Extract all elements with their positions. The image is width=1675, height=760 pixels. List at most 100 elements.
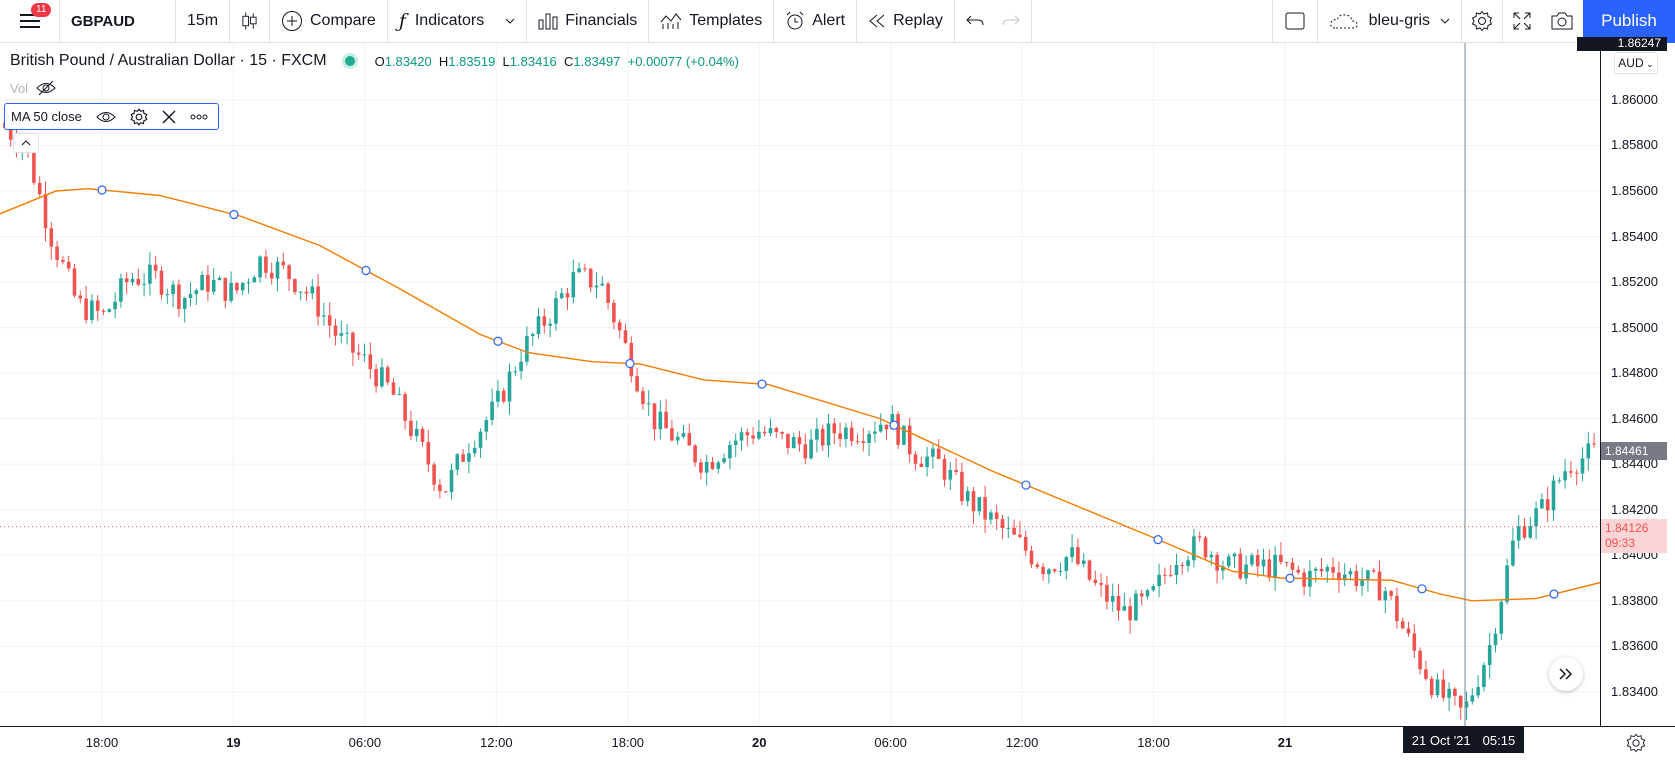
candle-body (142, 283, 146, 285)
candle-body (1551, 480, 1556, 511)
high-value: 1.83519 (448, 53, 496, 69)
eye-off-icon[interactable] (36, 80, 56, 96)
templates-button[interactable]: Templates (649, 0, 775, 43)
time-tick: 06:00 (874, 735, 907, 750)
templates-label: Templates (689, 12, 763, 29)
low-key: L (502, 53, 510, 69)
more-icon[interactable] (190, 114, 208, 120)
price-tick: 1.83600 (1611, 638, 1658, 654)
menu-button[interactable]: 11 (0, 0, 60, 43)
fullscreen-layout-button[interactable] (1271, 0, 1318, 43)
eye-icon[interactable] (96, 110, 116, 124)
ma-handle[interactable] (625, 358, 635, 369)
candle-body (1342, 574, 1347, 581)
crosshair-date: 21 Oct '21 (1411, 732, 1471, 748)
ma-handle[interactable] (1417, 584, 1427, 594)
ma-handle[interactable] (1153, 534, 1163, 545)
financials-button[interactable]: Financials (527, 0, 650, 43)
ma-handle[interactable] (1021, 480, 1031, 490)
interval-label: 15m (186, 12, 219, 29)
time-tick: 18:00 (85, 735, 119, 750)
candle-body (1047, 569, 1051, 575)
chevron-down-icon[interactable] (505, 16, 515, 26)
snapshot-button[interactable] (1541, 0, 1583, 43)
time-axis[interactable]: 18:00 19 06:00 12:00 18:00 20 06:00 12:00 18:00 2… (0, 726, 1675, 760)
candle-body (310, 286, 315, 294)
ma-indicator-legend[interactable]: MA 50 close (4, 103, 219, 130)
scroll-to-realtime-button[interactable] (1549, 657, 1583, 691)
symbol-title[interactable]: British Pound / Australian Dollar · 15 ·… (10, 52, 327, 69)
candle-body (501, 390, 506, 402)
candle-body (583, 268, 587, 270)
gear-icon[interactable] (1626, 733, 1646, 753)
interval-button[interactable]: 15m (176, 0, 230, 43)
candle-body (356, 352, 361, 355)
compare-button[interactable]: Compare (270, 0, 388, 43)
price-axis[interactable]: 1.86247 1.86000 1.85800 1.85600 1.85400 1.85… (1577, 37, 1675, 726)
candle-body (496, 390, 500, 402)
time-tick: 19 (226, 735, 241, 750)
ma-handle[interactable] (229, 209, 239, 220)
undo-icon[interactable] (966, 14, 984, 28)
ma-handle[interactable] (889, 420, 899, 430)
candle-body (426, 442, 431, 465)
candle-body (43, 194, 48, 229)
market-status-dot[interactable] (344, 56, 355, 66)
price-axis-top-partial: 1.86247 (1577, 37, 1667, 51)
plus-circle-icon (282, 11, 302, 31)
ma-handle[interactable] (757, 379, 767, 389)
close-icon[interactable] (162, 110, 176, 124)
indicators-button[interactable]: ƒ Indicators (388, 0, 528, 43)
candle-body (403, 394, 407, 421)
candle-body (1331, 567, 1335, 573)
vol-label: Vol (10, 80, 29, 96)
candle-body (194, 290, 199, 295)
candle-body (565, 293, 570, 298)
redo-icon[interactable] (1002, 14, 1020, 28)
ma-handle[interactable] (1285, 573, 1295, 583)
candle-body (78, 295, 83, 299)
ma-handle[interactable] (361, 265, 371, 276)
gear-icon[interactable] (130, 107, 148, 126)
ma-handle[interactable] (1549, 589, 1559, 599)
fullscreen-button[interactable] (1503, 0, 1541, 43)
candle-body (182, 298, 187, 309)
collapse-legend-button[interactable] (13, 133, 39, 153)
candle-body (90, 300, 94, 321)
ma-handle[interactable] (493, 336, 503, 346)
candle-body (95, 300, 100, 311)
candle-body (449, 469, 454, 493)
candle-body (281, 261, 286, 266)
candle-body (1192, 536, 1196, 561)
price-chart[interactable] (0, 43, 1600, 726)
candle-body (1313, 568, 1318, 571)
candle-body (600, 283, 605, 286)
candle-body (1586, 443, 1591, 459)
candle-body (925, 456, 929, 467)
settings-button[interactable] (1462, 0, 1503, 43)
candle-body (61, 259, 65, 262)
publish-button[interactable]: Publish (1583, 0, 1675, 43)
volume-legend[interactable]: Vol (10, 80, 56, 96)
replay-button[interactable]: Replay (857, 0, 955, 43)
candle-body (751, 435, 755, 439)
currency-selector[interactable]: AUD ⌄ (1614, 52, 1658, 74)
candle-body (733, 440, 738, 445)
candle-body (1464, 701, 1469, 708)
candle-body (1476, 687, 1480, 696)
candle-body (606, 283, 610, 303)
alert-button[interactable]: Alert (774, 0, 858, 43)
ma-handle[interactable] (97, 185, 107, 195)
candle-body (1076, 547, 1080, 565)
candle-body (316, 286, 320, 317)
chart-type-button[interactable] (230, 0, 270, 43)
price-tick: 1.85200 (1611, 274, 1658, 290)
candle-body (107, 309, 112, 312)
candle-body (873, 431, 877, 434)
candle-body (409, 420, 413, 437)
symbol-search[interactable]: GBPAUD (60, 0, 176, 43)
layout-selector[interactable]: bleu-gris (1318, 0, 1462, 43)
candle-body (554, 298, 558, 324)
candle-body (1151, 586, 1156, 591)
candle-body (443, 491, 448, 493)
